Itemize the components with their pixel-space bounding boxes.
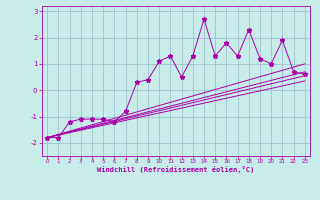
X-axis label: Windchill (Refroidissement éolien,°C): Windchill (Refroidissement éolien,°C) bbox=[97, 166, 255, 173]
